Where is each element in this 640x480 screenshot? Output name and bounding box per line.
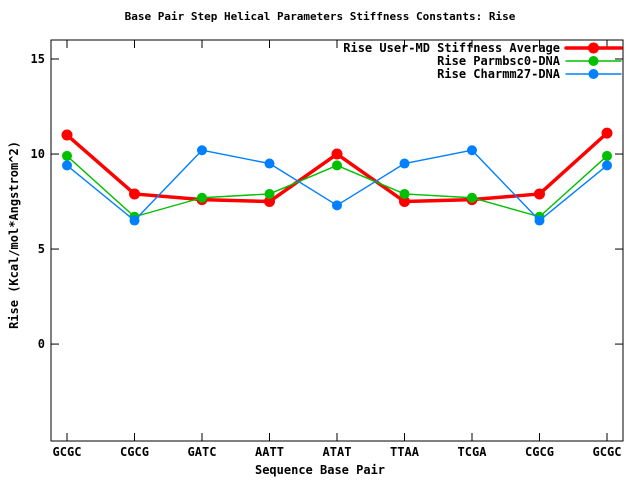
- x-tick-label: TCGA: [458, 445, 488, 459]
- data-point-marker: [467, 192, 477, 203]
- data-point-marker: [534, 188, 545, 200]
- data-point-marker: [197, 192, 207, 203]
- data-point-marker: [534, 215, 545, 226]
- data-point-marker: [602, 160, 612, 171]
- data-point-marker: [399, 196, 410, 208]
- legend-label: Rise Charmm27-DNA: [437, 67, 561, 81]
- y-tick-label: 0: [38, 337, 45, 351]
- data-point-marker: [467, 145, 477, 156]
- x-tick-label: AATT: [255, 445, 284, 459]
- data-point-marker: [129, 215, 140, 226]
- x-tick-label: CGCG: [525, 445, 554, 459]
- legend-marker-sample: [588, 42, 599, 54]
- data-point-marker: [197, 145, 207, 156]
- x-tick-label: GATC: [188, 445, 217, 459]
- y-tick-label: 10: [31, 147, 45, 161]
- data-point-marker: [264, 158, 275, 169]
- chart-title: Base Pair Step Helical Parameters Stiffn…: [124, 10, 516, 23]
- plot-border: [50, 39, 624, 442]
- data-point-marker: [601, 127, 613, 139]
- x-tick-label: CGCG: [120, 445, 149, 459]
- x-tick-label: ATAT: [323, 445, 352, 459]
- data-point-marker: [264, 188, 275, 199]
- legend-marker-sample: [588, 69, 599, 79]
- data-point-marker: [62, 160, 72, 171]
- x-tick-label: TTAA: [390, 445, 420, 459]
- legend-label: Rise Parmbsc0-DNA: [437, 54, 561, 68]
- data-point-marker: [399, 188, 410, 199]
- legend-label: Rise User-MD Stiffness Average: [343, 41, 560, 55]
- data-point-marker: [61, 129, 73, 141]
- legend-marker-sample: [588, 56, 599, 66]
- data-point-marker: [399, 158, 410, 169]
- y-tick-label: 5: [38, 242, 45, 256]
- data-point-marker: [332, 160, 342, 171]
- data-point-marker: [331, 148, 343, 160]
- y-tick-label: 15: [31, 52, 45, 66]
- data-point-marker: [602, 150, 612, 161]
- data-point-marker: [264, 196, 275, 208]
- data-point-marker: [62, 150, 72, 161]
- x-axis-label: Sequence Base Pair: [254, 463, 386, 477]
- data-point-marker: [129, 188, 140, 200]
- x-tick-label: GCGC: [53, 445, 82, 459]
- x-tick-label: GCGC: [593, 445, 622, 459]
- data-point-marker: [332, 200, 342, 211]
